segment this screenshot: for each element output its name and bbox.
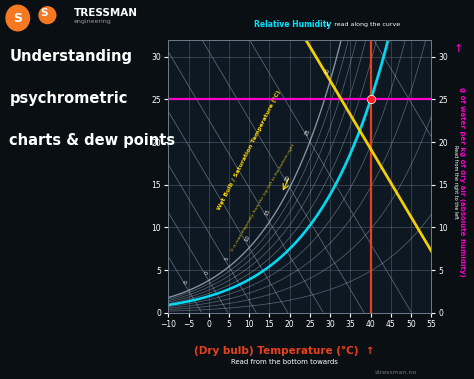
Text: 25: 25 <box>304 128 311 136</box>
Text: S: S <box>13 11 22 25</box>
Text: Wet Bulb / Saturation Temperature (°C): Wet Bulb / Saturation Temperature (°C) <box>217 90 282 211</box>
Text: charts & dew points: charts & dew points <box>9 133 175 148</box>
Text: ↓  read along the curve: ↓ read along the curve <box>325 22 400 27</box>
Text: Understanding: Understanding <box>9 49 132 64</box>
Text: S: S <box>40 8 48 17</box>
Text: 30: 30 <box>325 67 332 75</box>
Text: (Dry bulb) Temperature (°C)  ↑: (Dry bulb) Temperature (°C) ↑ <box>194 346 374 356</box>
Text: S: S <box>42 8 53 22</box>
Text: Read from the right to the left: Read from the right to the left <box>454 145 458 219</box>
Text: 5: 5 <box>224 256 230 262</box>
Text: Relative Humidity: Relative Humidity <box>254 20 331 29</box>
Text: TRESSMAN: TRESSMAN <box>73 8 137 17</box>
Text: stressman.no: stressman.no <box>374 370 417 375</box>
Text: 15: 15 <box>264 208 271 217</box>
Text: Read from the bottom towards: Read from the bottom towards <box>231 359 338 365</box>
Text: 10: 10 <box>244 234 251 243</box>
Text: -5: -5 <box>183 279 190 285</box>
Text: ↑: ↑ <box>454 44 464 54</box>
Text: It is read diagonally from the top left to the bottom right: It is read diagonally from the top left … <box>231 143 296 252</box>
Text: 20: 20 <box>284 174 292 182</box>
Circle shape <box>6 5 29 31</box>
Text: 0: 0 <box>204 270 210 276</box>
Text: psychrometric: psychrometric <box>9 91 128 106</box>
Text: g of water per kg of dry air (absolute humidity): g of water per kg of dry air (absolute h… <box>459 87 465 277</box>
Text: engineering: engineering <box>73 19 111 24</box>
